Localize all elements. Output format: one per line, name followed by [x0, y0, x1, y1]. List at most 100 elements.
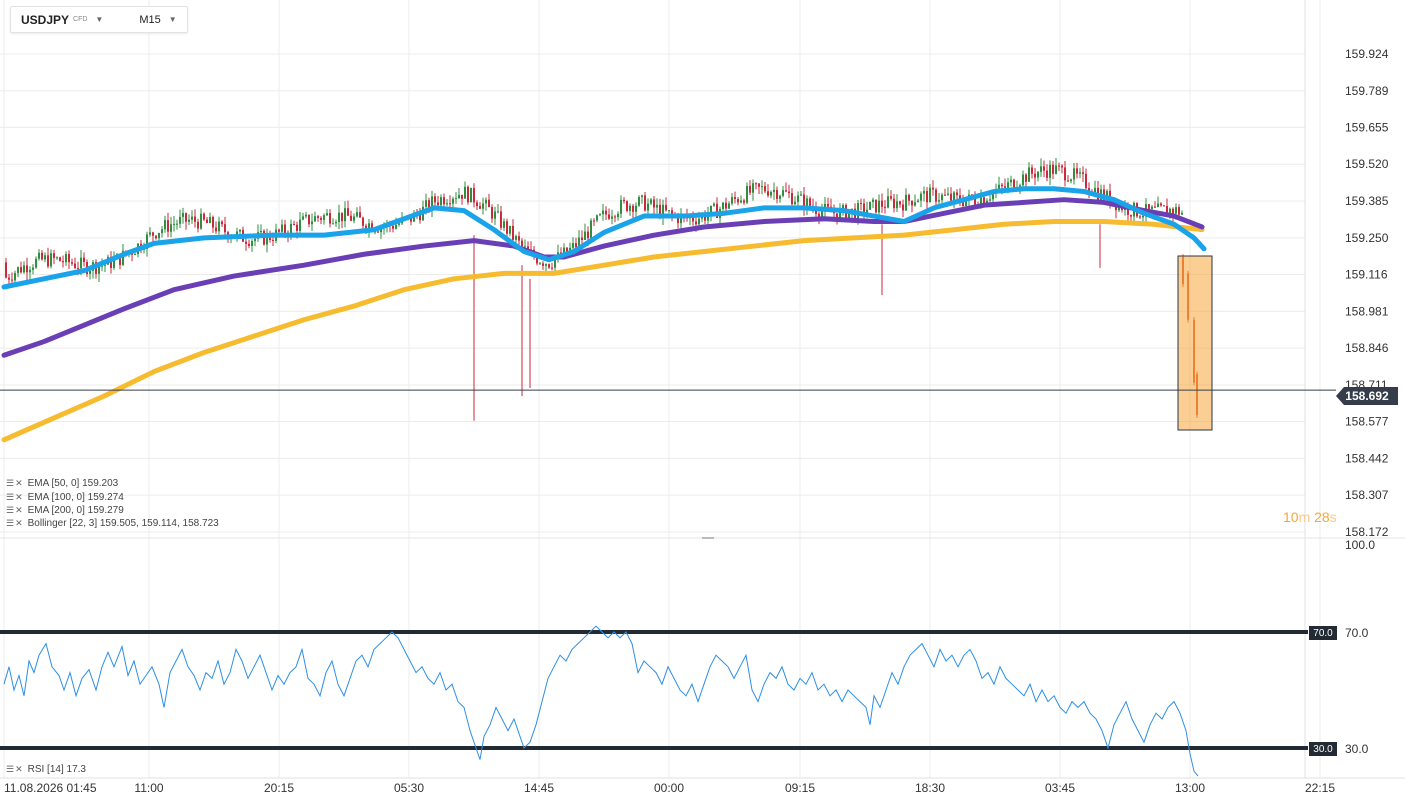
candle-body	[587, 231, 589, 239]
candle-body	[1061, 165, 1063, 168]
candle-body	[245, 241, 247, 244]
candle-body	[1163, 205, 1165, 207]
candle-body	[1142, 215, 1144, 218]
candle-body	[512, 225, 514, 240]
time-tick-label: 03:45	[1045, 781, 1075, 795]
candle-body	[923, 191, 925, 194]
legend-ema200[interactable]: ☰✕ EMA [200, 0] 159.279	[6, 505, 124, 516]
rsi-lower-tag: 30.0	[1309, 742, 1337, 756]
ema100-line	[1, 197, 1205, 358]
candle-body	[323, 215, 325, 220]
candle-body	[326, 213, 328, 216]
candle-body	[248, 243, 250, 246]
candle-body	[509, 225, 511, 234]
candle-body	[239, 229, 241, 232]
candle-body	[914, 202, 916, 206]
candle-body	[167, 220, 169, 232]
pane-resize-handle[interactable]	[702, 537, 714, 539]
ema200-line	[1, 219, 1205, 443]
candle-body	[539, 263, 541, 265]
candle-body	[1127, 205, 1129, 215]
candle-body	[1004, 186, 1006, 188]
timeframe-label[interactable]: M15	[139, 13, 161, 26]
price-tick-label: 158.307	[1345, 488, 1389, 502]
candle-body	[347, 208, 349, 216]
candle-body	[149, 232, 151, 235]
candle-body	[221, 221, 223, 225]
candle-body	[1082, 172, 1084, 174]
indicator-settings-icon[interactable]: ☰✕	[6, 478, 24, 488]
candle-body	[281, 224, 283, 232]
candle-body	[194, 216, 196, 222]
rsi-upper-label: 70.0	[1345, 626, 1369, 640]
candle-body	[488, 199, 490, 208]
candle-body	[983, 197, 985, 204]
candle-body	[980, 197, 982, 207]
candle-body	[953, 192, 955, 201]
candle-body	[101, 265, 103, 267]
candle-body	[104, 264, 106, 266]
candle-body	[803, 194, 805, 209]
candle-body	[605, 210, 607, 215]
candle-body	[905, 194, 907, 211]
candle-body	[788, 191, 790, 194]
candle-body	[185, 213, 187, 222]
indicator-settings-icon[interactable]: ☰✕	[6, 518, 24, 528]
symbol-label[interactable]: USDJPY	[21, 12, 70, 27]
candle-body	[419, 214, 421, 221]
legend-ema100[interactable]: ☰✕ EMA [100, 0] 159.274	[6, 492, 124, 503]
legend-rsi[interactable]: ☰✕ RSI [14] 17.3	[6, 764, 86, 775]
candle-body	[617, 213, 619, 218]
candle-body	[644, 195, 646, 211]
legend-ema200-text: EMA [200, 0] 159.279	[27, 505, 124, 516]
legend-ema50[interactable]: ☰✕ EMA [50, 0] 159.203	[6, 478, 118, 489]
candle-body	[320, 217, 322, 220]
candle-body	[863, 203, 865, 214]
candle-body	[1151, 206, 1153, 209]
instrument-toolbar[interactable]: USDJPY CFD ▼ M15 ▼	[10, 6, 188, 33]
candle-body	[500, 211, 502, 228]
price-tick-label: 158.846	[1345, 341, 1389, 355]
candle-body	[848, 212, 850, 220]
candle-body	[752, 183, 754, 193]
candle-body	[692, 217, 694, 222]
candle-body	[635, 205, 637, 212]
candle-body	[1064, 167, 1066, 181]
candle-body	[41, 252, 43, 260]
indicator-settings-icon[interactable]: ☰✕	[6, 764, 24, 774]
candle-body	[632, 205, 634, 212]
candle-body	[188, 219, 190, 222]
candle-body	[1085, 173, 1087, 189]
candle-body	[659, 204, 661, 218]
countdown-s-unit: s	[1329, 509, 1337, 525]
candle-body	[494, 211, 496, 219]
candle-body	[896, 201, 898, 209]
candle-body	[989, 199, 991, 201]
price-tick-label: 159.924	[1345, 47, 1389, 61]
candle-body	[1070, 179, 1072, 182]
indicator-settings-icon[interactable]: ☰✕	[6, 492, 24, 502]
indicator-settings-icon[interactable]: ☰✕	[6, 505, 24, 515]
time-tick-label: 11.08.2026 01:45	[4, 781, 97, 795]
legend-ema50-text: EMA [50, 0] 159.203	[27, 478, 119, 489]
candle-body	[992, 192, 994, 200]
candle-body	[152, 232, 154, 236]
candle-body	[47, 255, 49, 267]
candle-body	[14, 272, 16, 281]
candle-body	[449, 203, 451, 205]
candle-body	[290, 223, 292, 236]
legend-ema100-text: EMA [100, 0] 159.274	[27, 492, 124, 503]
candle-body	[536, 256, 538, 264]
candle-body	[653, 199, 655, 208]
timeframe-dropdown-icon[interactable]: ▼	[168, 15, 177, 24]
candle-body	[1154, 206, 1156, 208]
candle-body	[1031, 167, 1033, 174]
candle-body	[818, 213, 820, 217]
candle-body	[695, 221, 697, 225]
symbol-dropdown-icon[interactable]: ▼	[95, 15, 104, 24]
candle-body	[677, 215, 679, 224]
candle-body	[191, 216, 193, 220]
candle-body	[899, 201, 901, 205]
legend-bollinger[interactable]: ☰✕ Bollinger [22, 3] 159.505, 159.114, 1…	[6, 518, 219, 529]
